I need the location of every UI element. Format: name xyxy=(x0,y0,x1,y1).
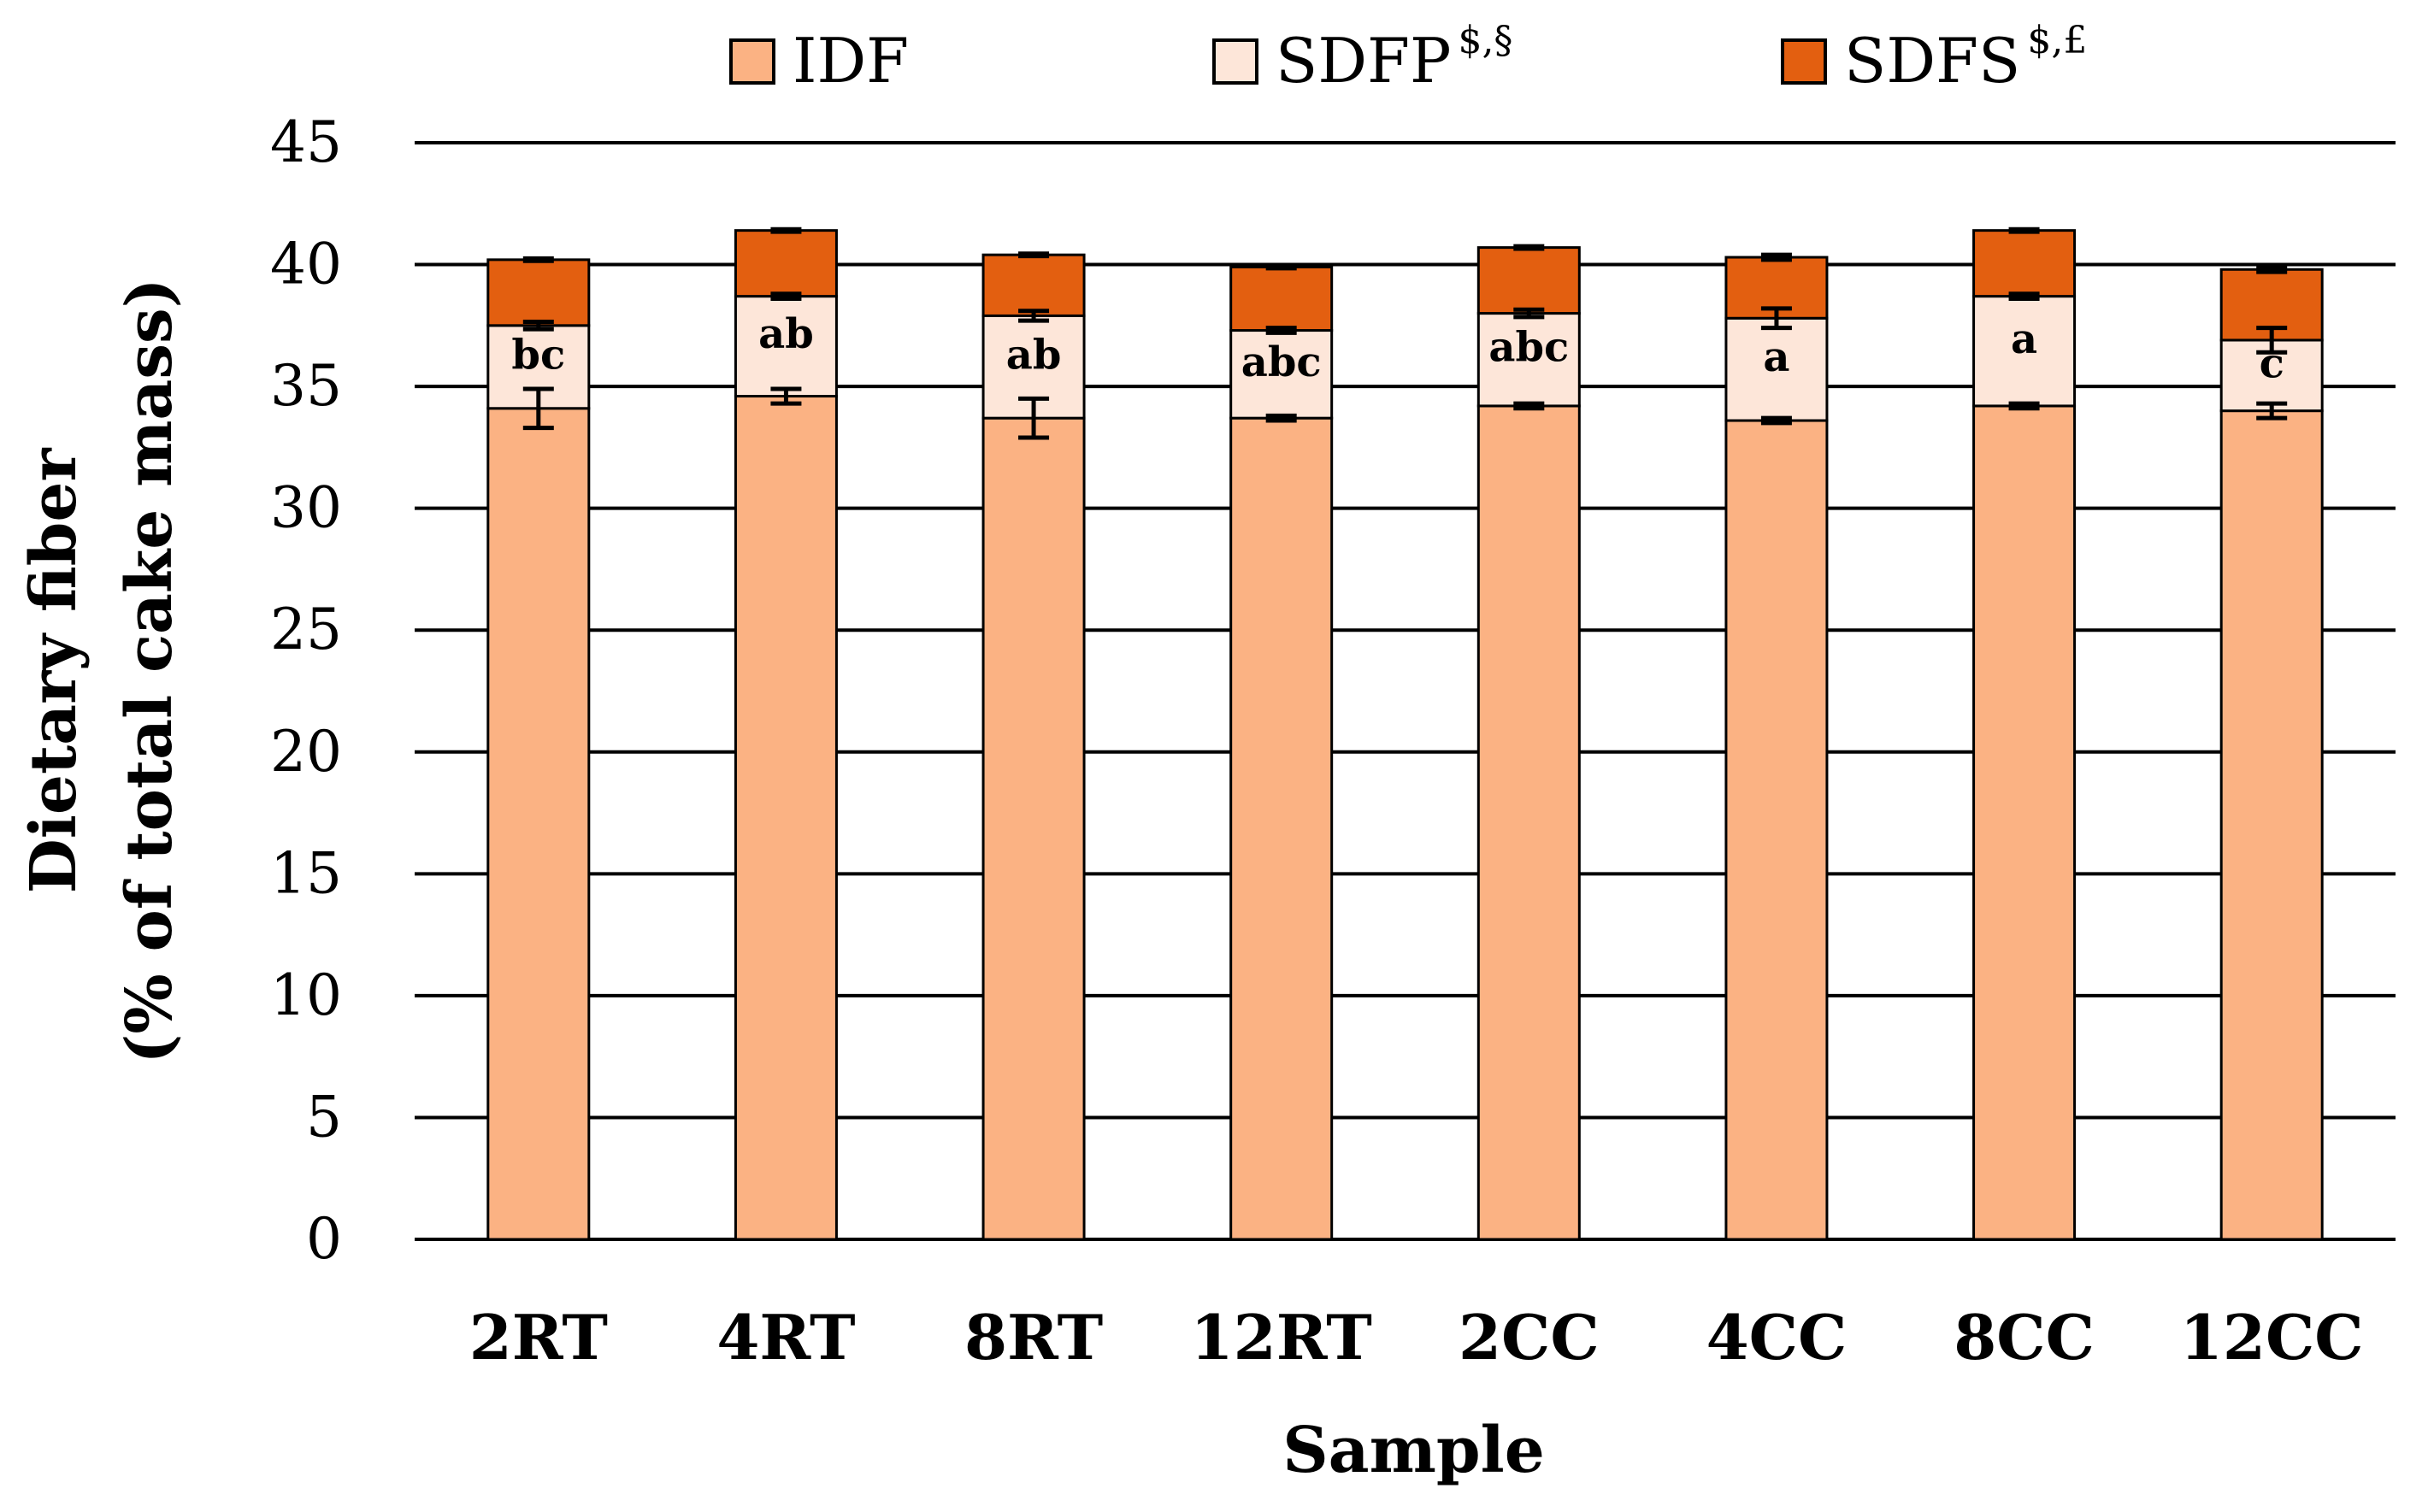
significance-label-4cc: a xyxy=(1763,333,1789,381)
legend-label-text: IDF xyxy=(793,25,909,97)
bar-idf-2rt xyxy=(486,407,591,1241)
significance-label-2cc: abc xyxy=(1488,324,1569,372)
bar-idf-4cc xyxy=(1724,419,1829,1241)
y-tick-label: 45 xyxy=(270,109,342,175)
bar-sdfp-4cc xyxy=(1724,316,1829,422)
x-tick-label-12cc: 12CC xyxy=(2180,1301,2364,1374)
bar-sdfs-4rt xyxy=(734,229,838,298)
significance-label-12cc: c xyxy=(2260,339,2284,387)
bar-idf-8cc xyxy=(1972,404,2077,1241)
x-axis-title: Sample xyxy=(1282,1414,1545,1487)
legend-label-sdfp: SDFP $,§ xyxy=(1276,19,1512,97)
legend-label-text: SDFP xyxy=(1276,25,1451,97)
bar-idf-12rt xyxy=(1229,416,1334,1241)
y-tick-label: 0 xyxy=(306,1206,342,1272)
bar-sdfp-12rt xyxy=(1229,329,1334,420)
legend-label-superscript: $,§ xyxy=(1458,19,1512,62)
bar-sdfs-2rt xyxy=(486,258,591,327)
bar-sdfp-2cc xyxy=(1476,312,1581,408)
bar-sdfs-8rt xyxy=(981,253,1086,317)
significance-label-12rt: abc xyxy=(1241,338,1322,386)
legend-label-sdfs: SDFS $,£ xyxy=(1844,19,2087,97)
y-tick-label: 10 xyxy=(270,962,342,1028)
y-tick-label: 25 xyxy=(270,597,342,662)
y-tick-label: 30 xyxy=(270,475,342,541)
y-axis-title-line1: Dietary fiber xyxy=(17,448,91,894)
bar-idf-4rt xyxy=(734,395,838,1241)
significance-label-4rt: ab xyxy=(758,310,814,358)
significance-label-2rt: bc xyxy=(511,331,565,379)
y-tick-label: 35 xyxy=(270,353,342,419)
x-tick-label-4rt: 4RT xyxy=(716,1301,855,1374)
x-tick-label-2cc: 2CC xyxy=(1459,1301,1600,1374)
x-tick-label-8cc: 8CC xyxy=(1954,1301,2095,1374)
bar-sdfs-2cc xyxy=(1476,246,1581,315)
y-tick-label: 15 xyxy=(270,840,342,906)
legend-swatch-sdfp xyxy=(1212,38,1258,85)
y-tick-label: 20 xyxy=(270,719,342,785)
x-tick-label-8rt: 8RT xyxy=(964,1301,1103,1374)
legend-label-idf: IDF xyxy=(793,25,909,97)
legend-label-text: SDFS xyxy=(1844,25,2020,97)
x-tick-label-2rt: 2RT xyxy=(469,1301,608,1374)
x-tick-label-12rt: 12RT xyxy=(1191,1301,1372,1374)
y-tick-label: 40 xyxy=(270,232,342,297)
bar-sdfs-8cc xyxy=(1972,229,2077,298)
y-tick-label: 5 xyxy=(306,1084,342,1150)
bar-idf-2cc xyxy=(1476,404,1581,1241)
y-axis-title-line2: (% of total cake mass) xyxy=(113,278,186,1063)
bar-idf-8rt xyxy=(981,416,1086,1241)
legend-swatch-sdfs xyxy=(1781,38,1827,85)
legend-label-superscript: $,£ xyxy=(2027,19,2087,62)
significance-label-8rt: ab xyxy=(1006,331,1062,379)
legend-swatch-idf xyxy=(729,38,775,85)
x-tick-label-4cc: 4CC xyxy=(1706,1301,1848,1374)
significance-label-8cc: a xyxy=(2011,315,2037,363)
bar-sdfs-12rt xyxy=(1229,265,1334,332)
bar-idf-12cc xyxy=(2219,409,2324,1241)
